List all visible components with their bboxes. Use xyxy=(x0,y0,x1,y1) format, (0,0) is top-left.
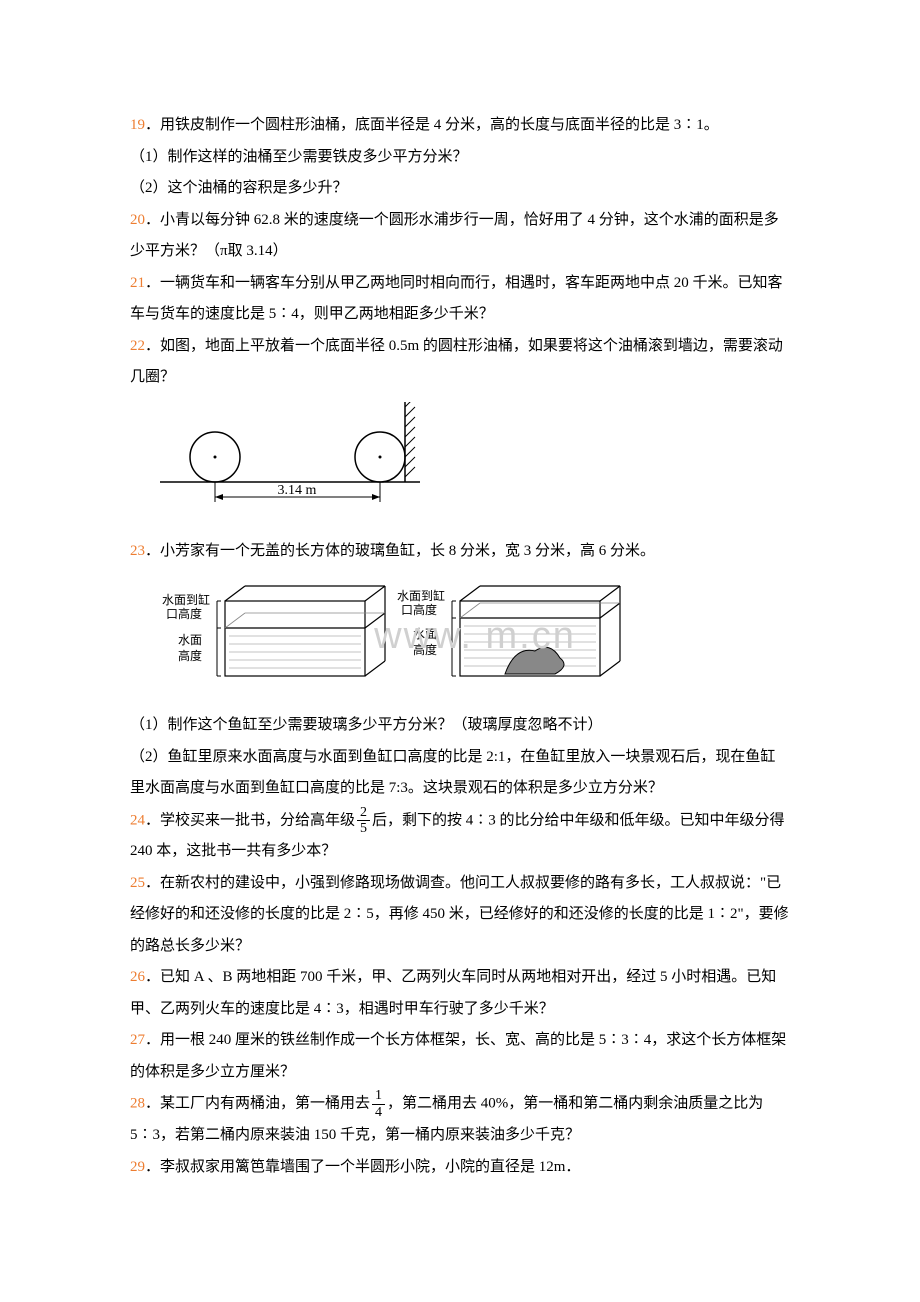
problem-25: 25．在新农村的建设中，小强到修路现场做调查。他问工人叔叔要修的路有多长，工人叔… xyxy=(130,868,790,963)
label-water-1: 水面 xyxy=(178,633,202,647)
problem-24: 24．学校买来一批书，分给高年级25后，剩下的按 4∶3 的比分给中年级和低年级… xyxy=(130,805,790,868)
problem-number: 19 xyxy=(130,117,145,133)
problem-number: 23 xyxy=(130,543,145,559)
problem-text-before: ．学校买来一批书，分给高年级 xyxy=(145,812,355,828)
problem-20: 20．小青以每分钟 62.8 米的速度绕一个圆形水浦步行一周，恰好用了 4 分钟… xyxy=(130,205,790,268)
label-water-2: 高度 xyxy=(178,648,202,663)
problem-number: 29 xyxy=(130,1159,145,1175)
problem-22: 22．如图，地面上平放着一个底面半径 0.5m 的圆柱形油桶，如果要将这个油桶滚… xyxy=(130,331,790,394)
document-content: 19．用铁皮制作一个圆柱形油桶，底面半径是 4 分米，高的长度与底面半径的比是 … xyxy=(130,110,790,1183)
problem-number: 22 xyxy=(130,338,145,354)
problem-number: 27 xyxy=(130,1032,145,1048)
problem-number: 21 xyxy=(130,275,145,291)
problem-23-subs: （1）制作这个鱼缸至少需要玻璃多少平方分米？（玻璃厚度忽略不计） （2）鱼缸里原… xyxy=(130,710,790,805)
problem-19: 19．用铁皮制作一个圆柱形油桶，底面半径是 4 分米，高的长度与底面半径的比是 … xyxy=(130,110,790,205)
problem-number: 28 xyxy=(130,1096,145,1112)
problem-26: 26．已知 A 、B 两地相距 700 千米，甲、乙两列火车同时从两地相对开出，… xyxy=(130,962,790,1025)
distance-label: 3.14 m xyxy=(278,483,317,498)
problem-text: ．如图，地面上平放着一个底面半径 0.5m 的圆柱形油桶，如果要将这个油桶滚到墙… xyxy=(130,338,783,386)
label-gap-1r: 水面到缸 xyxy=(397,588,445,603)
problem-29: 29．李叔叔家用篱笆靠墙围了一个半圆形小院，小院的直径是 12m． xyxy=(130,1152,790,1184)
problem-text-before: ．某工厂内有两桶油，第一桶用去 xyxy=(145,1096,370,1112)
label-water-2r: 高度 xyxy=(413,642,437,657)
problem-sub-1: （1）制作这样的油桶至少需要铁皮多少平方分米？ xyxy=(130,142,790,174)
problem-number: 24 xyxy=(130,812,145,828)
problem-text: ．李叔叔家用篱笆靠墙围了一个半圆形小院，小院的直径是 12m． xyxy=(145,1159,580,1175)
problem-23: 23．小芳家有一个无盖的长方体的玻璃鱼缸，长 8 分米，宽 3 分米，高 6 分… xyxy=(130,536,790,568)
problem-21: 21．一辆货车和一辆客车分别从甲乙两地同时相向而行，相遇时，客车距两地中点 20… xyxy=(130,268,790,331)
label-water-1r: 水面 xyxy=(413,627,437,641)
problem-number: 25 xyxy=(130,875,145,891)
problem-text: ．已知 A 、B 两地相距 700 千米，甲、乙两列火车同时从两地相对开出，经过… xyxy=(130,969,776,1017)
label-gap-2: 口高度 xyxy=(166,606,202,621)
problem-text: ．小芳家有一个无盖的长方体的玻璃鱼缸，长 8 分米，宽 3 分米，高 6 分米。 xyxy=(145,543,655,559)
fraction-1-4: 14 xyxy=(372,1088,385,1120)
problem-text: ．在新农村的建设中，小强到修路现场做调查。他问工人叔叔要修的路有多长，工人叔叔说… xyxy=(130,875,789,954)
problem-27: 27．用一根 240 厘米的铁丝制作成一个长方体框架，长、宽、高的比是 5∶3∶… xyxy=(130,1025,790,1088)
fraction-2-5: 25 xyxy=(357,805,370,837)
problem-sub-1: （1）制作这个鱼缸至少需要玻璃多少平方分米？（玻璃厚度忽略不计） xyxy=(130,710,790,742)
label-gap-2r: 口高度 xyxy=(401,602,437,617)
problem-number: 20 xyxy=(130,212,145,228)
problem-28: 28．某工厂内有两桶油，第一桶用去14，第二桶用去 40%，第一桶和第二桶内剩余… xyxy=(130,1088,790,1151)
problem-text: ．用一根 240 厘米的铁丝制作成一个长方体框架，长、宽、高的比是 5∶3∶4，… xyxy=(130,1032,786,1080)
problem-sub-2: （2）这个油桶的容积是多少升？ xyxy=(130,173,790,205)
problem-text: ．用铁皮制作一个圆柱形油桶，底面半径是 4 分米，高的长度与底面半径的比是 3∶… xyxy=(145,117,719,133)
label-gap-1: 水面到缸 xyxy=(162,592,210,607)
figure-cylinder-rolling: 3.14 m xyxy=(160,402,790,525)
problem-text: ．一辆货车和一辆客车分别从甲乙两地同时相向而行，相遇时，客车距两地中点 20 千… xyxy=(130,275,783,323)
problem-sub-2: （2）鱼缸里原来水面高度与水面到鱼缸口高度的比是 2:1，在鱼缸里放入一块景观石… xyxy=(130,742,790,805)
figure-aquarium: 水面到缸 口高度 水面 高度 xyxy=(160,576,790,699)
problem-text: ．小青以每分钟 62.8 米的速度绕一个圆形水浦步行一周，恰好用了 4 分钟，这… xyxy=(130,212,779,260)
problem-number: 26 xyxy=(130,969,145,985)
